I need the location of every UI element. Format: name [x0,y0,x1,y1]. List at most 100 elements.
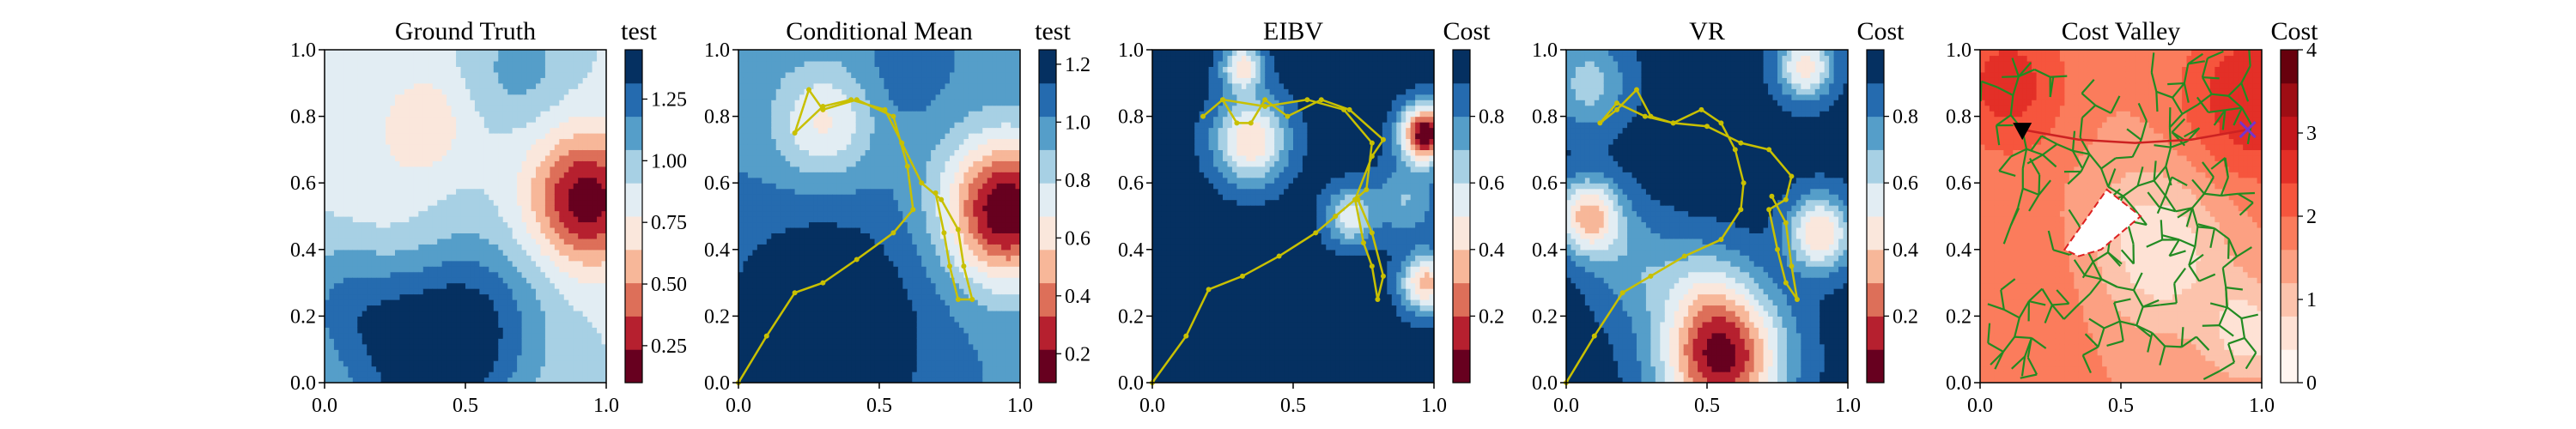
heatmap-cell [325,221,331,228]
heatmap-cell [823,71,829,78]
heatmap-cell [823,194,829,201]
heatmap-cell [348,160,354,167]
heatmap-cell [550,183,556,190]
heatmap-cell [762,310,768,317]
heatmap-cell [521,221,527,228]
heatmap-cell [582,255,588,262]
heatmap-cell [418,149,424,156]
heatmap-cell [428,138,434,145]
heatmap-cell [836,299,842,306]
heatmap-cell [380,143,386,150]
heatmap-cell [502,271,508,278]
heatmap-cell [399,366,405,372]
heatmap-cell [756,288,762,295]
heatmap-cell [790,205,796,212]
heatmap-cell [352,354,358,361]
heatmap-cell [432,316,438,323]
heatmap-cell [418,160,424,167]
heatmap-cell [357,188,363,195]
heatmap-cell [437,244,443,251]
heatmap-cell [597,255,603,262]
heatmap-cell [817,299,823,306]
heatmap-cell [809,172,815,178]
heatmap-cell [399,188,405,195]
heatmap-cell [376,138,382,145]
heatmap-cell [371,177,377,184]
heatmap-cell [517,360,523,367]
heatmap-cell [512,310,518,317]
heatmap-cell [521,349,527,356]
heatmap-cell [771,166,777,172]
heatmap-cell [483,199,489,206]
heatmap-cell [799,233,805,239]
heatmap-cell [361,143,368,150]
heatmap-cell [380,260,386,267]
heatmap-cell [582,50,588,57]
heatmap-cell [357,305,363,311]
heatmap-cell [479,321,485,328]
heatmap-cell [841,372,848,378]
heatmap-cell [799,271,805,278]
heatmap-cell [747,55,753,62]
heatmap-cell [409,66,415,73]
heatmap-cell [817,332,823,339]
heatmap-cell [743,360,749,367]
heatmap-cell [456,282,462,289]
heatmap-cell [447,255,453,262]
heatmap-cell [413,305,419,311]
heatmap-cell [573,332,579,339]
heatmap-cell [489,199,495,206]
heatmap-cell [409,199,415,206]
heatmap-cell [563,282,569,289]
heatmap-cell [371,288,377,295]
heatmap-cell [348,71,354,78]
heatmap-cell [582,354,588,361]
heatmap-cell [437,305,443,311]
heatmap-cell [413,194,419,201]
heatmap-cell [573,277,579,284]
heatmap-cell [399,149,405,156]
heatmap-cell [432,199,438,206]
heatmap-cell [817,227,823,233]
heatmap-cell [498,372,504,378]
heatmap-cell [832,299,838,306]
heatmap-cell [752,205,758,212]
heatmap-cell [361,349,368,356]
heatmap-cell [507,255,513,262]
heatmap-cell [743,305,749,311]
heatmap-cell [399,227,405,233]
heatmap-cell [587,55,593,62]
heatmap-cell [785,160,791,167]
heatmap-cell [390,100,396,106]
heatmap-cell [559,105,565,112]
heatmap-cell [395,210,401,217]
heatmap-cell [766,127,772,134]
heatmap-cell [329,299,335,306]
heatmap-cell [489,282,495,289]
heatmap-cell [447,338,453,345]
heatmap-cell [395,216,401,223]
heatmap-cell [568,71,574,78]
heatmap-cell [329,100,335,106]
heatmap-cell [517,210,523,217]
heatmap-cell [804,310,810,317]
heatmap-cell [386,299,392,306]
heatmap-cell [790,50,796,57]
heatmap-cell [762,372,768,378]
heatmap-cell [536,244,542,251]
heatmap-cell [460,310,466,317]
heatmap-cell [573,77,579,84]
heatmap-cell [352,343,358,350]
heatmap-cell [456,321,462,328]
heatmap-cell [794,227,800,233]
heatmap-cell [428,266,434,273]
heatmap-cell [813,310,819,317]
heatmap-cell [587,71,593,78]
heatmap-cell [568,338,574,345]
heatmap-cell [390,55,396,62]
heatmap-cell [785,82,791,89]
heatmap-cell [361,282,368,289]
heatmap-cell [809,260,815,267]
heatmap-cell [536,188,542,195]
heatmap-cell [512,94,518,100]
